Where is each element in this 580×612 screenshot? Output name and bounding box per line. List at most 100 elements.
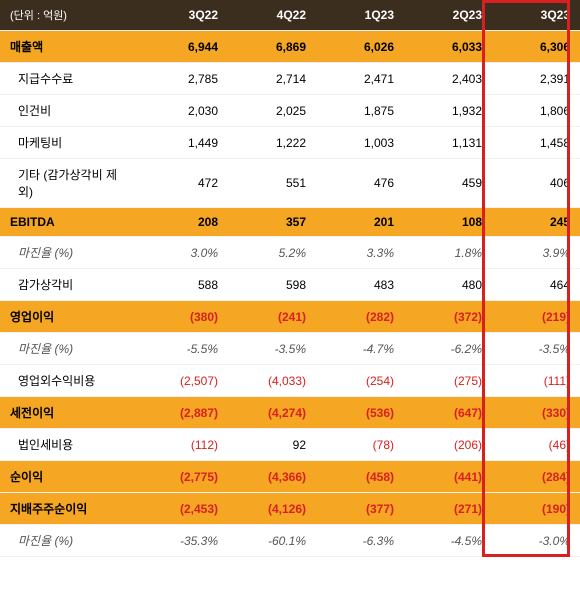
cell-value: 2,025 xyxy=(228,95,316,127)
cell-value: (2,775) xyxy=(140,461,228,493)
row-label: 마케팅비 xyxy=(0,127,140,159)
row-label: 지급수수료 xyxy=(0,63,140,95)
row-label: 인건비 xyxy=(0,95,140,127)
cell-value: 588 xyxy=(140,269,228,301)
col-header: 4Q22 xyxy=(228,0,316,31)
row-label: 법인세비용 xyxy=(0,429,140,461)
cell-value: (206) xyxy=(404,429,492,461)
financial-table: (단위 : 억원) 3Q22 4Q22 1Q23 2Q23 3Q23 매출액6,… xyxy=(0,0,580,557)
cell-value: -3.0% xyxy=(492,525,580,557)
cell-value: (372) xyxy=(404,301,492,333)
cell-value: 1,458 xyxy=(492,127,580,159)
cell-value: 6,944 xyxy=(140,31,228,63)
cell-value: -5.5% xyxy=(140,333,228,365)
table-row: 순이익(2,775)(4,366)(458)(441)(284) xyxy=(0,461,580,493)
cell-value: 3.0% xyxy=(140,237,228,269)
table-row: 지급수수료2,7852,7142,4712,4032,391 xyxy=(0,63,580,95)
cell-value: 2,714 xyxy=(228,63,316,95)
row-label: 영업이익 xyxy=(0,301,140,333)
table-row: 매출액6,9446,8696,0266,0336,306 xyxy=(0,31,580,63)
cell-value: (4,366) xyxy=(228,461,316,493)
cell-value: (2,453) xyxy=(140,493,228,525)
cell-value: (377) xyxy=(316,493,404,525)
cell-value: 201 xyxy=(316,208,404,237)
cell-value: 551 xyxy=(228,159,316,208)
table-body: 매출액6,9446,8696,0266,0336,306지급수수료2,7852,… xyxy=(0,31,580,557)
row-label: 세전이익 xyxy=(0,397,140,429)
table-row: 인건비2,0302,0251,8751,9321,806 xyxy=(0,95,580,127)
row-label: 지배주주순이익 xyxy=(0,493,140,525)
cell-value: 406 xyxy=(492,159,580,208)
cell-value: (536) xyxy=(316,397,404,429)
cell-value: 1,003 xyxy=(316,127,404,159)
row-label: 마진율 (%) xyxy=(0,525,140,557)
unit-header: (단위 : 억원) xyxy=(0,0,140,31)
cell-value: 476 xyxy=(316,159,404,208)
row-label: EBITDA xyxy=(0,208,140,237)
col-header: 1Q23 xyxy=(316,0,404,31)
cell-value: 2,403 xyxy=(404,63,492,95)
table-row: 기타 (감가상각비 제외)472551476459406 xyxy=(0,159,580,208)
cell-value: 2,030 xyxy=(140,95,228,127)
cell-value: -3.5% xyxy=(492,333,580,365)
cell-value: 108 xyxy=(404,208,492,237)
cell-value: -4.7% xyxy=(316,333,404,365)
cell-value: -6.2% xyxy=(404,333,492,365)
cell-value: 598 xyxy=(228,269,316,301)
cell-value: -60.1% xyxy=(228,525,316,557)
cell-value: 459 xyxy=(404,159,492,208)
cell-value: (4,274) xyxy=(228,397,316,429)
cell-value: (2,887) xyxy=(140,397,228,429)
cell-value: 6,033 xyxy=(404,31,492,63)
cell-value: (4,126) xyxy=(228,493,316,525)
col-header: 3Q22 xyxy=(140,0,228,31)
cell-value: 6,869 xyxy=(228,31,316,63)
cell-value: (275) xyxy=(404,365,492,397)
cell-value: 1,131 xyxy=(404,127,492,159)
cell-value: (2,507) xyxy=(140,365,228,397)
table-row: 법인세비용(112)92(78)(206)(46) xyxy=(0,429,580,461)
cell-value: 1.8% xyxy=(404,237,492,269)
cell-value: 6,306 xyxy=(492,31,580,63)
cell-value: (330) xyxy=(492,397,580,429)
table-row: 감가상각비588598483480464 xyxy=(0,269,580,301)
table-row: 마진율 (%)3.0%5.2%3.3%1.8%3.9% xyxy=(0,237,580,269)
cell-value: (284) xyxy=(492,461,580,493)
table-row: 마진율 (%)-35.3%-60.1%-6.3%-4.5%-3.0% xyxy=(0,525,580,557)
cell-value: 357 xyxy=(228,208,316,237)
table-row: EBITDA208357201108245 xyxy=(0,208,580,237)
cell-value: 245 xyxy=(492,208,580,237)
col-header: 2Q23 xyxy=(404,0,492,31)
cell-value: -35.3% xyxy=(140,525,228,557)
header-row: (단위 : 억원) 3Q22 4Q22 1Q23 2Q23 3Q23 xyxy=(0,0,580,31)
cell-value: -3.5% xyxy=(228,333,316,365)
row-label: 순이익 xyxy=(0,461,140,493)
cell-value: 483 xyxy=(316,269,404,301)
row-label: 마진율 (%) xyxy=(0,237,140,269)
cell-value: 1,449 xyxy=(140,127,228,159)
cell-value: (441) xyxy=(404,461,492,493)
col-header: 3Q23 xyxy=(492,0,580,31)
cell-value: 472 xyxy=(140,159,228,208)
cell-value: (112) xyxy=(140,429,228,461)
cell-value: (46) xyxy=(492,429,580,461)
cell-value: (78) xyxy=(316,429,404,461)
row-label: 영업외수익비용 xyxy=(0,365,140,397)
cell-value: 1,806 xyxy=(492,95,580,127)
cell-value: (647) xyxy=(404,397,492,429)
table-row: 마진율 (%)-5.5%-3.5%-4.7%-6.2%-3.5% xyxy=(0,333,580,365)
cell-value: 1,875 xyxy=(316,95,404,127)
cell-value: 6,026 xyxy=(316,31,404,63)
cell-value: (219) xyxy=(492,301,580,333)
cell-value: 464 xyxy=(492,269,580,301)
cell-value: (458) xyxy=(316,461,404,493)
cell-value: 480 xyxy=(404,269,492,301)
cell-value: 1,932 xyxy=(404,95,492,127)
cell-value: 3.9% xyxy=(492,237,580,269)
cell-value: (380) xyxy=(140,301,228,333)
row-label: 기타 (감가상각비 제외) xyxy=(0,159,140,208)
table-row: 영업이익(380)(241)(282)(372)(219) xyxy=(0,301,580,333)
cell-value: 2,471 xyxy=(316,63,404,95)
cell-value: (241) xyxy=(228,301,316,333)
table-wrapper: (단위 : 억원) 3Q22 4Q22 1Q23 2Q23 3Q23 매출액6,… xyxy=(0,0,580,557)
